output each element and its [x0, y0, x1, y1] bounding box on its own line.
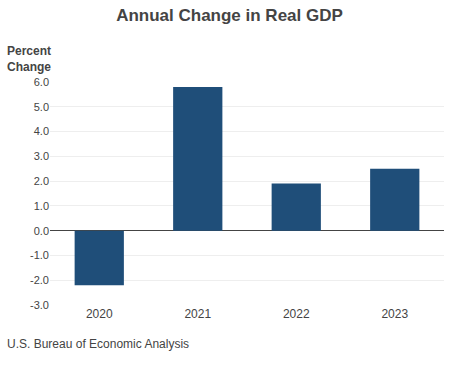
- svg-text:3.0: 3.0: [34, 150, 49, 162]
- svg-text:5.0: 5.0: [34, 101, 49, 113]
- svg-text:-2.0: -2.0: [30, 274, 49, 286]
- svg-text:2022: 2022: [283, 307, 310, 321]
- svg-text:2023: 2023: [381, 307, 408, 321]
- svg-text:0.0: 0.0: [34, 225, 49, 237]
- svg-text:1.0: 1.0: [34, 200, 49, 212]
- svg-text:6.0: 6.0: [34, 76, 49, 88]
- svg-text:2021: 2021: [184, 307, 211, 321]
- svg-text:Annual Change in Real GDP: Annual Change in Real GDP: [116, 6, 343, 25]
- svg-text:4.0: 4.0: [34, 125, 49, 137]
- svg-text:PercentChange: PercentChange: [7, 44, 51, 74]
- svg-text:U.S. Bureau of Economic Analys: U.S. Bureau of Economic Analysis: [7, 337, 189, 351]
- svg-text:-3.0: -3.0: [30, 299, 49, 311]
- svg-text:2.0: 2.0: [34, 175, 49, 187]
- svg-text:2020: 2020: [86, 307, 113, 321]
- svg-text:-1.0: -1.0: [30, 249, 49, 261]
